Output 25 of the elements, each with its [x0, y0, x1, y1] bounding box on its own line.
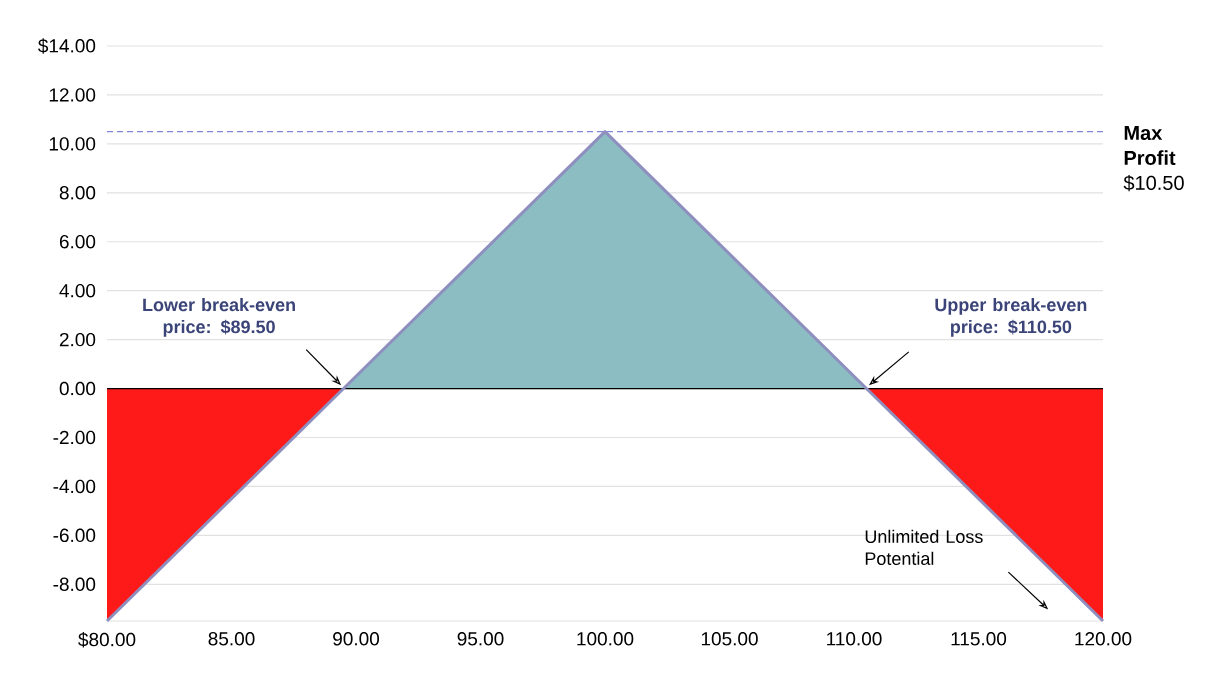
y-tick-label: 12.00	[49, 88, 96, 102]
y-tick-label: -4.00	[53, 479, 96, 494]
y-tick-label: 10.00	[49, 137, 96, 151]
x-tick-label: 85.00	[208, 632, 255, 646]
x-tick-label: 115.00	[951, 632, 1007, 646]
annotation: Unlimited Loss Potential	[865, 529, 983, 565]
y-tick-label: 4.00	[59, 283, 96, 298]
x-tick-label: 100.00	[577, 632, 634, 646]
x-tick-label: 90.00	[333, 632, 380, 646]
ref-line-label: Max Profit $10.50	[1123, 126, 1184, 192]
x-tick-label: 110.00	[827, 632, 882, 646]
x-tick-label: 105.00	[701, 632, 758, 646]
y-tick-label: -8.00	[53, 577, 96, 592]
y-tick-label: $14.00	[38, 38, 96, 54]
y-tick-label: 2.00	[59, 332, 96, 347]
x-tick-label: $80.00	[78, 632, 136, 648]
x-tick-label: 95.00	[457, 632, 504, 646]
y-tick-label: -2.00	[53, 430, 96, 445]
y-tick-label: 0.00	[59, 381, 96, 396]
y-tick-label: 8.00	[59, 186, 96, 200]
x-tick-label: 120.00	[1075, 632, 1132, 646]
annotation: Lower break-even price: $89.50	[143, 297, 295, 337]
y-tick-label: -6.00	[53, 528, 96, 543]
y-tick-label: 6.00	[59, 235, 96, 249]
annotation: Upper break-even price: $110.50	[935, 297, 1087, 337]
